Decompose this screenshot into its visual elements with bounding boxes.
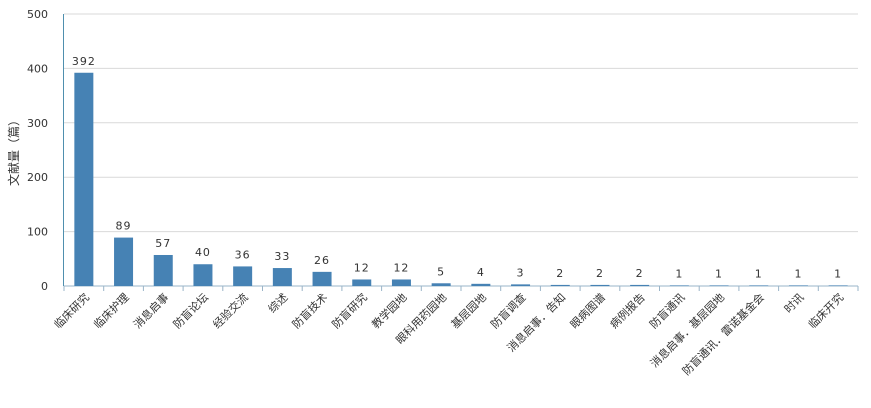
bar — [431, 283, 451, 286]
y-tick-label: 0 — [41, 280, 48, 293]
data-label: 1 — [794, 267, 802, 280]
bar — [74, 72, 94, 286]
y-tick-label: 300 — [27, 117, 48, 130]
y-tick-label: 500 — [27, 8, 48, 21]
bar — [511, 284, 531, 286]
x-tick-label: 综述 — [265, 290, 290, 315]
data-label: 36 — [235, 248, 251, 261]
bar — [153, 254, 173, 286]
bar — [193, 264, 213, 286]
x-tick-label: 临床开究 — [805, 290, 846, 331]
data-label: 2 — [596, 267, 604, 280]
x-tick-label: 消息启事 — [130, 290, 171, 331]
x-tick-label: 眼病图谱 — [567, 290, 608, 331]
bar — [272, 268, 292, 286]
x-tick-label: 经验交流 — [210, 290, 251, 331]
data-label: 57 — [155, 237, 171, 250]
bar — [788, 285, 808, 286]
y-tick-labels: 0 100 200 300 400 500 — [27, 8, 48, 293]
data-label: 1 — [715, 267, 723, 280]
data-label: 5 — [437, 265, 445, 278]
x-tick-label: 防盲调查 — [488, 290, 529, 331]
y-tick-label: 200 — [27, 171, 48, 184]
data-label: 392 — [72, 55, 96, 68]
data-label: 12 — [393, 261, 409, 274]
x-tick-label: 病例报告 — [607, 290, 648, 331]
y-tick-label: 400 — [27, 62, 48, 75]
bar — [590, 284, 610, 286]
data-label: 2 — [556, 267, 564, 280]
bar — [669, 285, 689, 286]
bar — [114, 237, 134, 286]
x-tick-labels: 临床研究 临床护理 消息启事 防盲论坛 经验交流 综述 防盲技术 防盲研究 教学园地眼科用药园地… — [51, 290, 846, 378]
bar — [352, 279, 372, 286]
data-label: 1 — [675, 267, 683, 280]
y-axis-title: 文献量（篇） — [6, 114, 21, 186]
bar — [391, 279, 411, 286]
bar — [630, 284, 650, 286]
bar — [471, 283, 491, 286]
bar — [828, 285, 848, 286]
x-tick-label: 防盲技术 — [289, 290, 330, 331]
data-labels: 392 89 57 40 36 33 26 12 12 5 4 3 2 2 2 1 1 1 1 1 — [72, 55, 842, 281]
data-label: 12 — [354, 261, 370, 274]
bar — [550, 284, 570, 286]
data-label: 33 — [274, 250, 290, 263]
gridlines — [64, 13, 858, 233]
x-tick-label: 临床研究 — [51, 290, 92, 331]
data-label: 1 — [834, 267, 842, 280]
x-tick-label: 临床护理 — [91, 290, 132, 331]
data-label: 4 — [477, 266, 485, 279]
data-label: 89 — [116, 220, 132, 233]
data-label: 40 — [195, 246, 211, 259]
bars — [74, 72, 848, 286]
bar — [233, 266, 253, 286]
x-tick-label: 防盲通讯 — [646, 290, 687, 331]
x-tick-label: 时讯 — [782, 291, 807, 316]
data-label: 26 — [314, 254, 330, 267]
x-tick-label: 防盲论坛 — [170, 290, 211, 331]
data-label: 1 — [755, 267, 763, 280]
data-label: 3 — [517, 266, 525, 279]
bar — [709, 285, 729, 286]
bar — [749, 285, 769, 286]
x-tick-label: 消息启事．基层园地 — [647, 290, 727, 370]
axes — [63, 14, 859, 291]
y-tick-label: 100 — [27, 226, 48, 239]
bar — [312, 271, 332, 286]
x-tick-label: 基层园地 — [449, 291, 489, 331]
x-tick-label: 教学园地 — [369, 290, 410, 331]
x-tick-label: 防盲研究 — [329, 290, 370, 331]
data-label: 2 — [636, 267, 644, 280]
